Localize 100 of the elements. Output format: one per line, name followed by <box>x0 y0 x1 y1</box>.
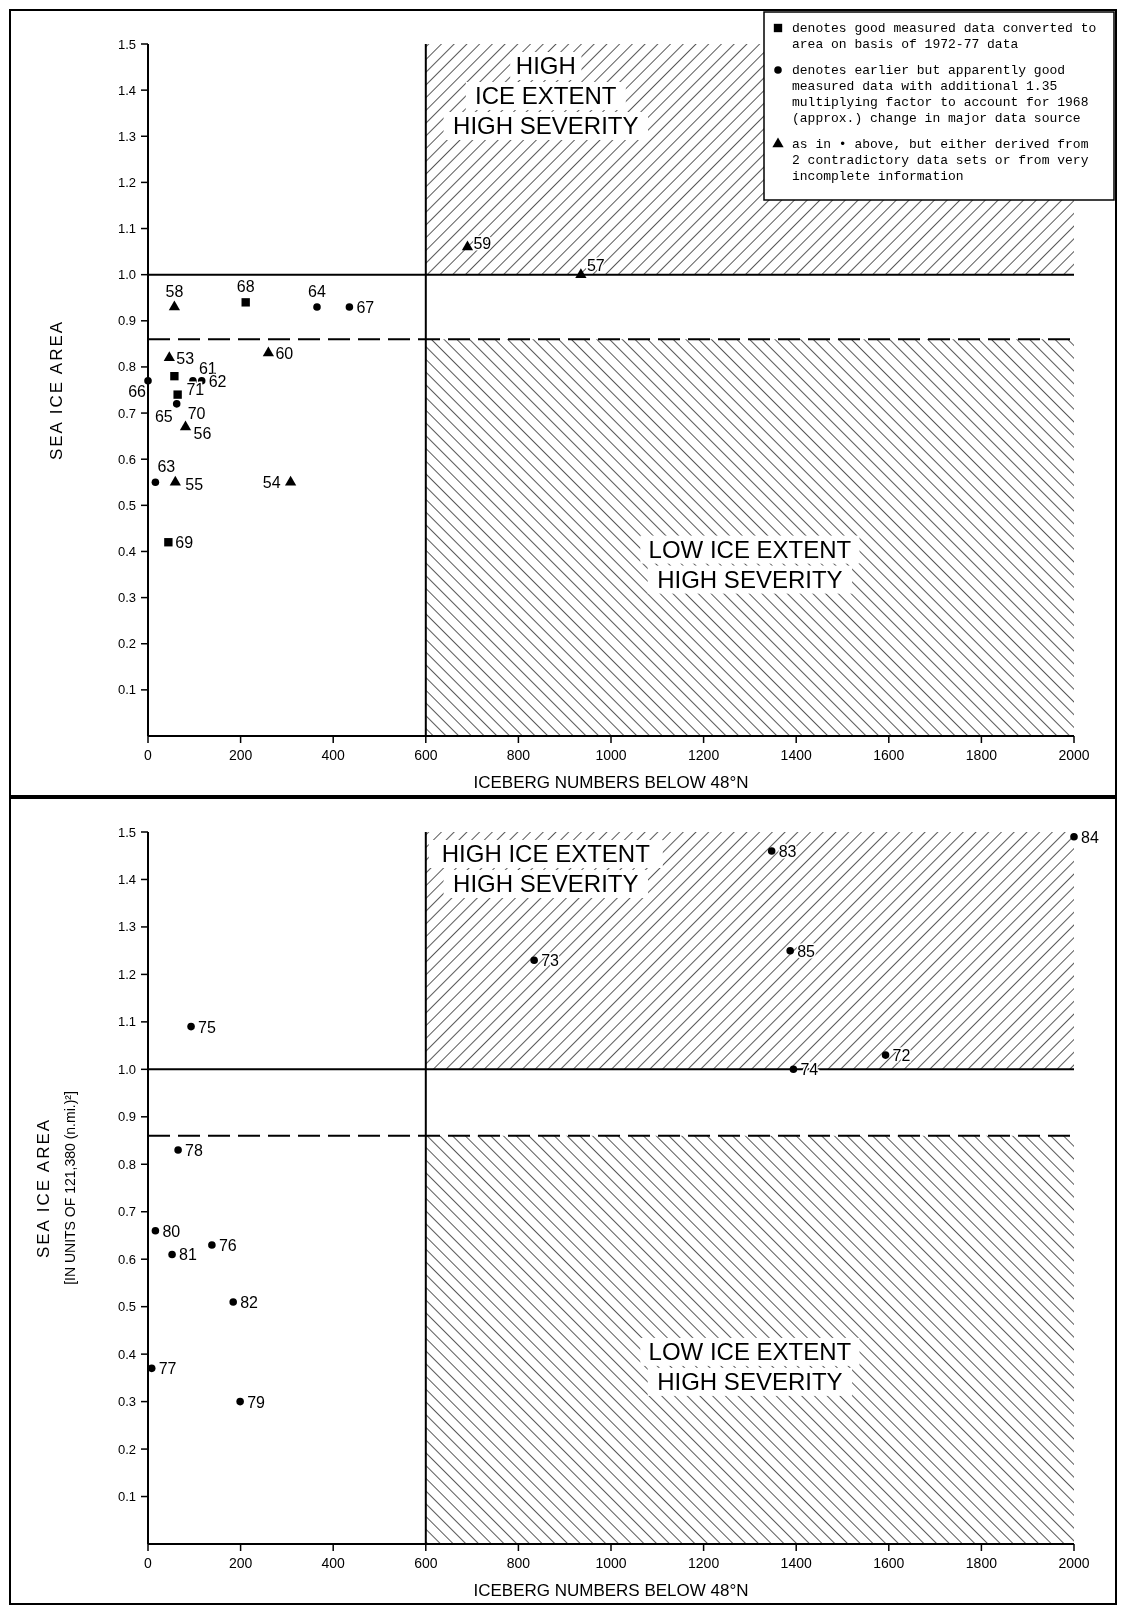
y-tick-label: 1.2 <box>117 966 136 982</box>
y-tick-label: 1.4 <box>117 82 136 98</box>
point <box>881 1051 890 1059</box>
annotation: 59 <box>473 234 492 252</box>
y-tick-label: 0.6 <box>117 451 136 467</box>
y-tick-label: 0.1 <box>117 682 136 698</box>
point <box>163 351 175 361</box>
point <box>313 303 321 311</box>
x-tick-label: 1400 <box>780 747 812 763</box>
point <box>164 538 173 547</box>
annotation: 63 <box>157 458 176 476</box>
y-tick-label: 1.5 <box>117 36 136 52</box>
annotation: 68 <box>236 278 255 296</box>
annotation: 67 <box>356 298 375 316</box>
point <box>236 1397 244 1406</box>
annotation: 72 <box>892 1047 911 1065</box>
y-axis-title: SEA ICE AREA [IN UNITS OF 121,380 (n.mi.)²] <box>34 1091 78 1285</box>
point <box>575 268 587 278</box>
point <box>767 847 776 855</box>
x-tick-label: 1000 <box>595 1555 627 1571</box>
point <box>208 1241 216 1249</box>
point <box>461 240 474 251</box>
annotation: 76 <box>218 1236 237 1254</box>
y-tick-label: 0.7 <box>117 1204 136 1220</box>
point <box>170 371 179 381</box>
annotation: 70 <box>187 404 206 422</box>
annotation: 79 <box>247 1393 266 1411</box>
y-tick-label: 0.1 <box>117 1489 136 1505</box>
y-tick-label: 0.6 <box>117 1251 136 1267</box>
point <box>789 1065 798 1074</box>
annotation: 56 <box>193 424 212 442</box>
point <box>168 300 181 311</box>
x-tick-label: 400 <box>321 1555 346 1571</box>
x-tick-label: 1200 <box>688 747 720 763</box>
x-tick-label: 2000 <box>1058 1555 1090 1571</box>
y-tick-label: 0.8 <box>117 359 136 375</box>
y-tick-label: 0.7 <box>117 405 136 421</box>
annotation: 78 <box>185 1142 203 1160</box>
x-tick-label: 200 <box>228 747 253 763</box>
band-label: HIGH ICE EXTENT HIGH SEVERITY <box>453 52 639 139</box>
x-tick-label: 1000 <box>595 747 627 763</box>
y-tick-label: 0.4 <box>117 544 136 560</box>
band-label: LOW ICE EXTENT HIGH SEVERITY <box>648 535 852 593</box>
annotation: 64 <box>308 282 326 300</box>
point <box>262 346 275 357</box>
y-tick-label: 0.5 <box>117 1299 136 1315</box>
point <box>786 946 794 955</box>
point <box>144 377 152 385</box>
point <box>187 1022 195 1031</box>
point <box>169 475 181 486</box>
x-tick-label: 0 <box>144 1555 153 1571</box>
annotation: 58 <box>165 282 184 300</box>
point <box>151 1226 160 1235</box>
point <box>241 298 250 307</box>
x-axis-title: ICEBERG NUMBERS BELOW 48°N <box>473 1581 749 1600</box>
annotation: 73 <box>541 952 560 970</box>
annotation: 66 <box>128 382 147 400</box>
y-tick-label: 0.3 <box>117 590 136 606</box>
annotation: 65 <box>154 407 173 425</box>
x-tick-label: 200 <box>228 1555 253 1571</box>
point <box>345 303 354 311</box>
point <box>173 390 182 399</box>
point <box>174 1146 182 1154</box>
x-tick-label: 2000 <box>1058 747 1090 763</box>
point <box>168 1250 176 1259</box>
annotation: 69 <box>175 534 194 552</box>
y-tick-label: 0.9 <box>117 1109 136 1125</box>
y-tick-label: 1.1 <box>117 1014 136 1030</box>
annotation: 84 <box>1081 828 1099 846</box>
y-tick-label: 1.0 <box>117 1061 136 1077</box>
point <box>530 956 538 964</box>
annotation: 55 <box>185 476 204 494</box>
y-tick-label: 0.2 <box>117 636 136 652</box>
band-label: HIGH ICE EXTENT HIGH SEVERITY <box>441 840 651 897</box>
x-tick-label: 800 <box>506 1555 531 1571</box>
y-tick-label: 1.2 <box>117 174 136 190</box>
x-tick-label: 1400 <box>780 1555 812 1571</box>
x-tick-label: 1600 <box>873 1555 905 1571</box>
legend-label: as in • above, but either derived from 2 contradictory data sets or from very incomplete information <box>792 137 1089 184</box>
annotation: 60 <box>275 345 294 363</box>
y-tick-label: 0.4 <box>117 1346 136 1362</box>
x-tick-label: 800 <box>506 747 531 763</box>
point <box>1070 832 1078 841</box>
y-tick-label: 1.0 <box>117 267 136 283</box>
y-tick-label: 1.4 <box>117 872 136 888</box>
annotation: 75 <box>198 1018 216 1036</box>
y-axis-title: SEA ICE AREA <box>47 319 66 461</box>
annotation: 57 <box>586 256 605 274</box>
x-axis-title: ICEBERG NUMBERS BELOW 48°N <box>473 773 749 792</box>
point <box>179 420 192 431</box>
annotation: 77 <box>158 1360 177 1378</box>
point <box>284 475 297 486</box>
point <box>151 478 160 487</box>
legend-label: denotes good measured data converted to area on basis of 1972-77 data <box>792 21 1097 52</box>
x-tick-label: 1800 <box>965 747 998 763</box>
annotation: 54 <box>262 474 281 492</box>
x-tick-label: 1800 <box>965 1555 998 1571</box>
x-tick-label: 600 <box>414 747 438 763</box>
y-tick-label: 1.3 <box>117 128 136 144</box>
annotation: 80 <box>162 1222 181 1240</box>
